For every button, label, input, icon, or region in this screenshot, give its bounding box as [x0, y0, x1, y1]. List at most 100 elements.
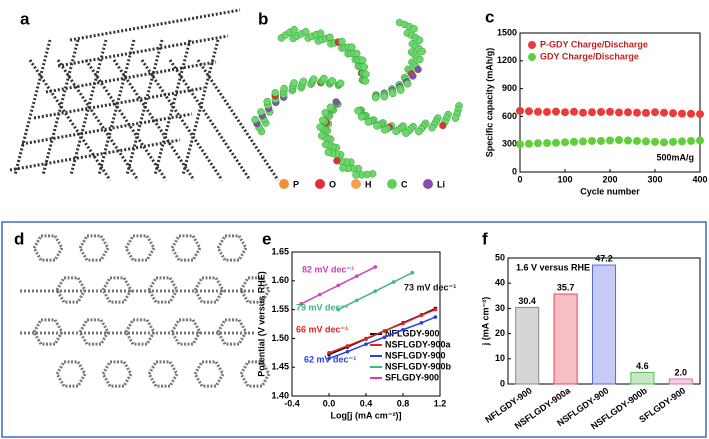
point	[391, 280, 396, 284]
y-tick-label: 1.40	[271, 390, 289, 400]
bar	[668, 378, 693, 385]
atom	[326, 33, 334, 42]
legend-label: SFLGDY-900	[385, 372, 439, 382]
atom	[380, 92, 389, 101]
x-tick-label: 400	[692, 174, 707, 184]
point	[597, 107, 605, 116]
panel-label: d	[14, 229, 24, 248]
value-label: 35.7	[557, 282, 575, 292]
lattice-bond	[56, 59, 140, 181]
point	[354, 274, 359, 278]
lattice-bond	[181, 39, 220, 176]
hexagon	[147, 360, 179, 388]
point	[561, 108, 569, 117]
point	[642, 108, 650, 117]
atom	[451, 114, 460, 122]
hexagon	[55, 360, 87, 388]
point	[624, 108, 632, 117]
point	[579, 108, 587, 117]
legend-atom	[423, 179, 433, 189]
atom	[392, 127, 400, 136]
x-axis-label: Cycle number	[580, 186, 640, 196]
atom	[348, 43, 356, 51]
annotation: 500mA/g	[656, 152, 694, 162]
atom	[414, 65, 422, 74]
hexagon	[124, 234, 156, 262]
slope-annotation: 82 mV dec⁻¹	[302, 264, 354, 274]
x-tick-label: 300	[647, 174, 662, 184]
legend-label: H	[365, 179, 372, 189]
lattice-bond	[69, 8, 241, 42]
lattice-bond	[33, 86, 205, 120]
point	[696, 136, 704, 145]
legend-label: C	[401, 179, 408, 189]
lattice-bond	[21, 112, 193, 146]
x-tick-label: 0.4	[360, 398, 373, 408]
slope-annotation: 79 mV dec⁻¹	[296, 302, 348, 312]
y-tick-label: 900	[502, 83, 517, 93]
atom	[388, 89, 397, 98]
value-label: 2.0	[675, 367, 688, 377]
point	[419, 321, 424, 325]
legend-label: NFLGDY-900	[385, 328, 440, 338]
x-tick-label: 200	[602, 174, 617, 184]
y-tick-label: 1.65	[271, 246, 289, 256]
point	[606, 107, 614, 116]
bar	[553, 293, 578, 385]
atom	[415, 127, 423, 136]
panel-label: e	[262, 229, 271, 248]
x-tick-label: 0	[517, 174, 522, 184]
atom	[271, 88, 280, 97]
lattice-bond	[28, 59, 112, 181]
hexagon	[32, 318, 64, 346]
atom	[354, 107, 362, 115]
x-tick-label: 100	[557, 174, 572, 184]
point	[624, 136, 632, 145]
lattice-bond	[168, 59, 252, 181]
x-tick-label: 0.0	[323, 398, 336, 408]
atom	[362, 70, 370, 78]
hexagon	[124, 318, 156, 346]
x-tick-label: -0.4	[284, 398, 300, 408]
point	[345, 349, 350, 354]
legend-atom	[387, 179, 397, 189]
atom	[371, 93, 380, 102]
slope-annotation: 73 mV dec⁻¹	[404, 282, 456, 292]
lattice-bond	[153, 39, 192, 176]
lattice-bond	[97, 39, 136, 176]
y-tick-label: 10	[495, 353, 505, 363]
lattice-bond	[9, 138, 181, 172]
point	[660, 138, 668, 147]
atom	[316, 29, 325, 37]
atom	[333, 157, 341, 165]
legend-label: NSFLGDY-900a	[385, 339, 452, 349]
atom	[415, 36, 424, 44]
hexagon	[78, 234, 110, 262]
lattice-bond	[84, 59, 168, 181]
point	[678, 137, 686, 146]
atom	[380, 126, 389, 134]
atom	[409, 72, 417, 80]
y-axis-label: j (mA cm⁻²)	[480, 297, 490, 346]
atom	[352, 171, 360, 179]
atom	[257, 108, 265, 116]
legend-label: P-GDY Charge/Discharge	[540, 39, 648, 49]
slope-annotation: 66 mV dec⁻¹	[296, 324, 348, 334]
point	[678, 109, 686, 118]
atom	[251, 115, 259, 124]
lattice-bond	[69, 39, 108, 176]
point	[317, 292, 322, 297]
point	[669, 109, 677, 118]
x-tick-label: 0.8	[397, 398, 410, 408]
point	[354, 298, 359, 303]
lattice-bond	[112, 59, 196, 181]
hexagon	[193, 360, 225, 388]
point	[660, 108, 668, 117]
atom	[319, 116, 327, 124]
panel-label: f	[482, 229, 488, 248]
legend-label: O	[329, 179, 336, 189]
atom	[397, 86, 405, 94]
atom	[402, 129, 410, 137]
point	[382, 335, 387, 340]
y-tick-label: 1.50	[271, 333, 289, 343]
